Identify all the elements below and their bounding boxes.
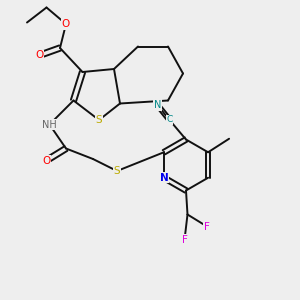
Text: F: F bbox=[204, 221, 210, 232]
Text: N: N bbox=[160, 173, 168, 183]
Text: C: C bbox=[167, 116, 172, 124]
Text: S: S bbox=[114, 166, 120, 176]
Text: O: O bbox=[35, 50, 43, 61]
Text: O: O bbox=[62, 19, 70, 29]
Text: S: S bbox=[96, 115, 102, 125]
Text: F: F bbox=[182, 235, 188, 245]
Text: O: O bbox=[42, 155, 51, 166]
Text: N: N bbox=[154, 100, 161, 110]
Text: NH: NH bbox=[42, 119, 57, 130]
